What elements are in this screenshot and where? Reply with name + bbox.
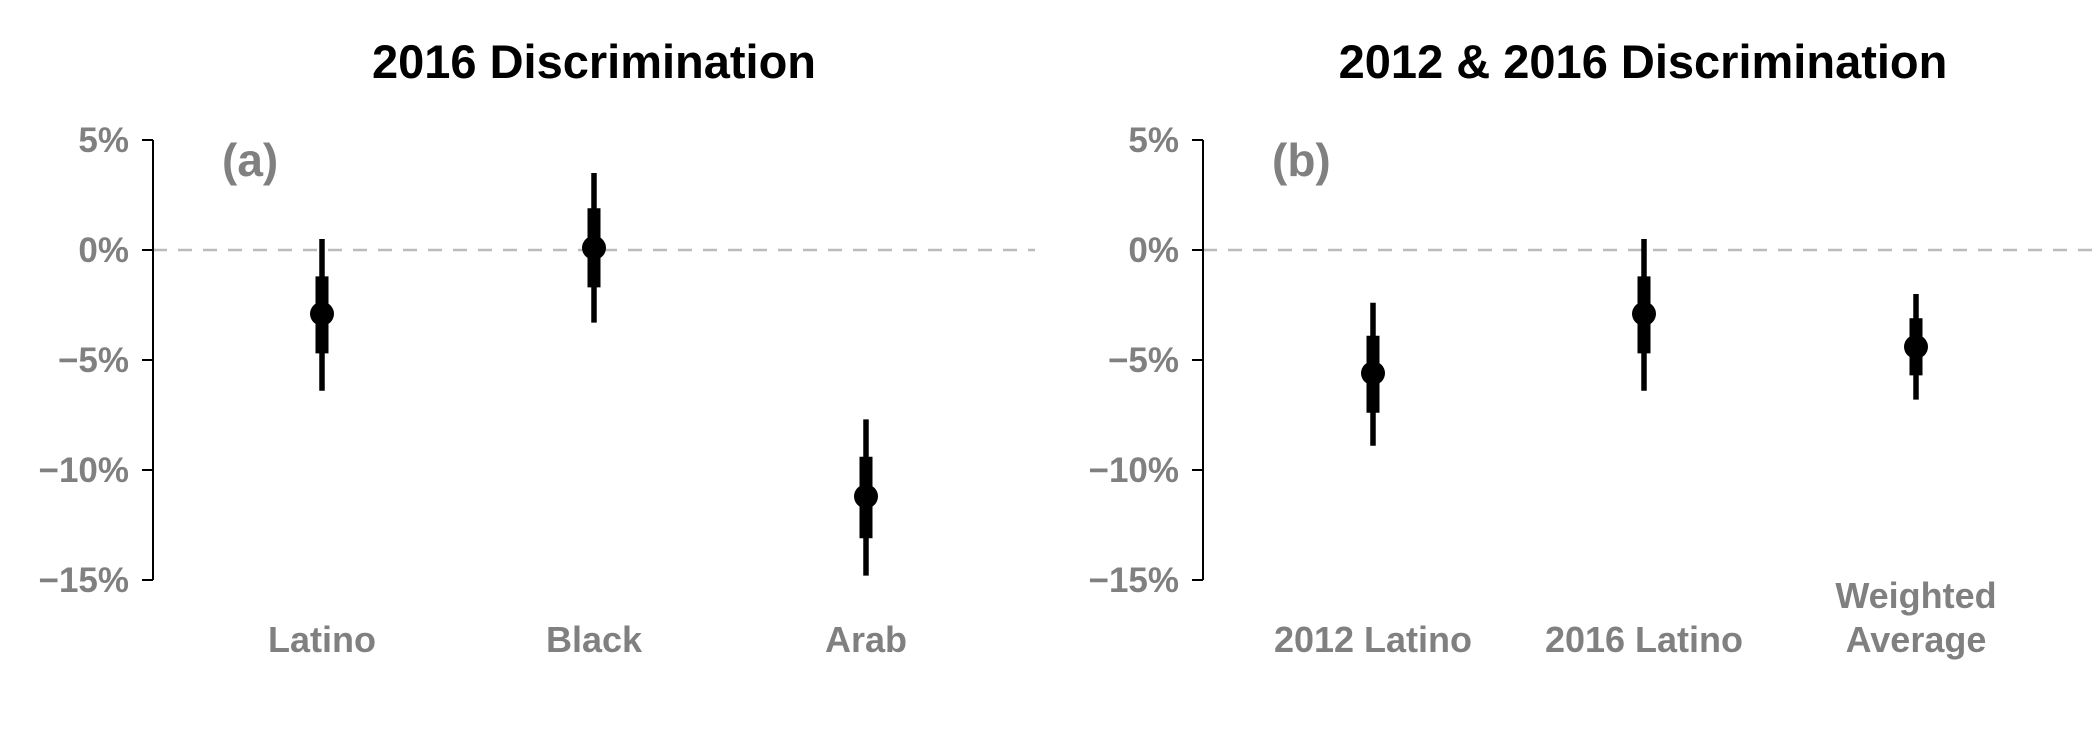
point-estimate bbox=[1632, 301, 1656, 326]
point-estimate bbox=[310, 301, 334, 326]
y-tick-label: 0% bbox=[78, 231, 129, 270]
x-category-label: Latino bbox=[268, 619, 376, 660]
y-tick-label: −15% bbox=[1089, 561, 1180, 600]
y-tick-label: 0% bbox=[1128, 231, 1179, 270]
x-category-label: Black bbox=[546, 619, 643, 660]
y-tick-label: −5% bbox=[1108, 341, 1179, 380]
chart-title: 2016 Discrimination bbox=[372, 35, 816, 88]
point-estimate bbox=[1904, 334, 1928, 359]
y-tick-label: −15% bbox=[39, 561, 130, 600]
point-estimate bbox=[582, 235, 606, 260]
x-category-label: 2016 Latino bbox=[1545, 619, 1743, 660]
point-estimate bbox=[854, 484, 878, 509]
y-tick-label: −10% bbox=[1089, 451, 1180, 490]
y-tick-label: 5% bbox=[78, 121, 129, 160]
panel-a: 2016 Discrimination (a) 5% 0% −5% −10% −15% Lat… bbox=[39, 35, 1035, 660]
chart-title: 2012 & 2016 Discrimination bbox=[1339, 35, 1948, 88]
y-tick-label: 5% bbox=[1128, 121, 1179, 160]
x-category-label: 2012 Latino bbox=[1274, 619, 1472, 660]
panel-b: 2012 & 2016 Discrimination(b) 5% 0% −5% −10%… bbox=[1089, 35, 2100, 660]
x-category-label: Average bbox=[1846, 619, 1987, 660]
panel-label: (b) bbox=[1272, 134, 1331, 186]
x-category-label: Weighted bbox=[1835, 575, 1996, 616]
x-category-label: Arab bbox=[825, 619, 907, 660]
y-tick-label: −5% bbox=[58, 341, 129, 380]
y-tick-label: −10% bbox=[39, 451, 130, 490]
point-estimate bbox=[1361, 361, 1385, 386]
panel-label: (a) bbox=[222, 134, 278, 186]
